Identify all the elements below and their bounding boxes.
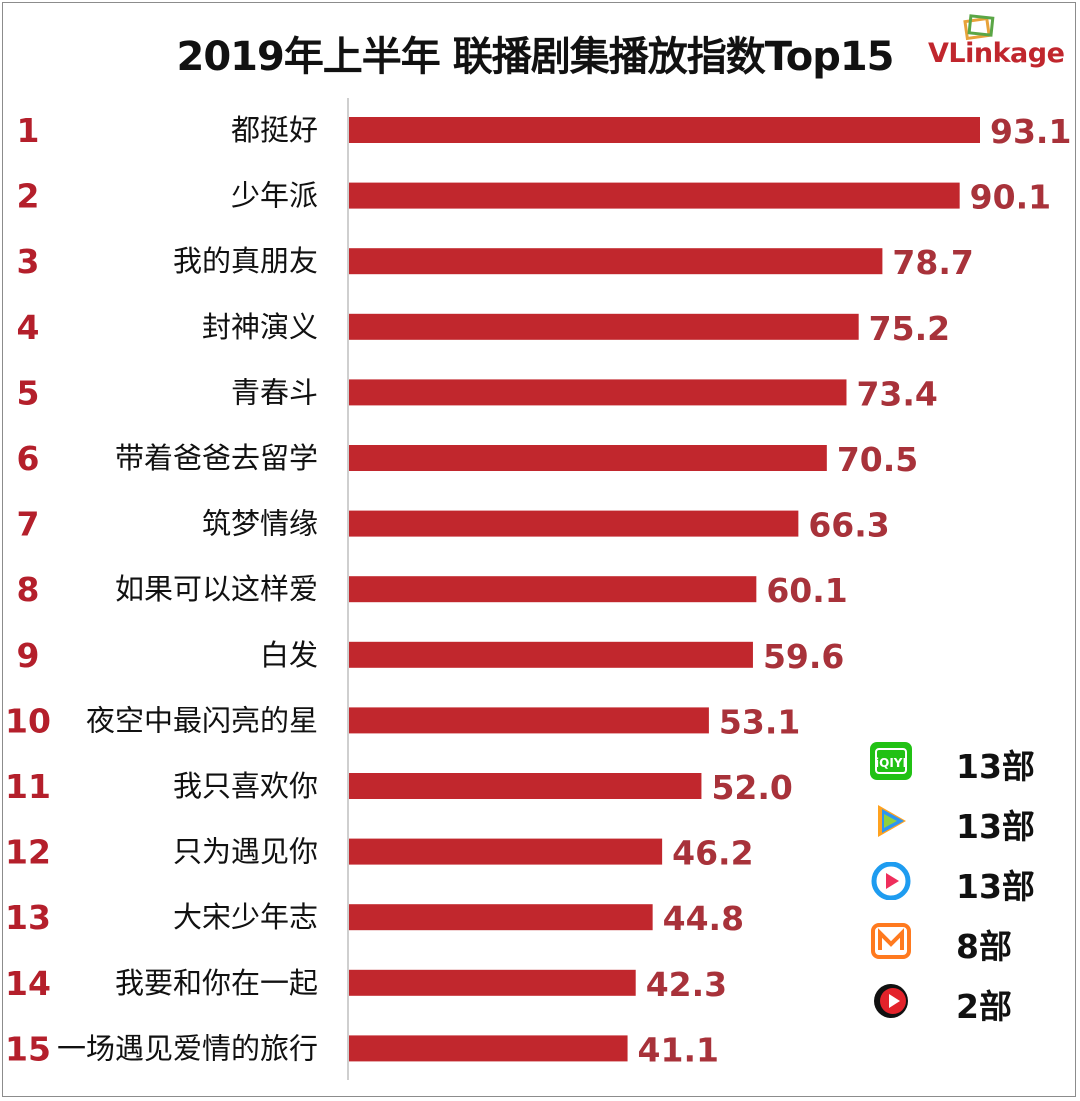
rank-label: 13 (5, 898, 51, 937)
value-label: 66.3 (808, 506, 889, 545)
value-label: 73.4 (856, 374, 937, 413)
category-label: 我只喜欢你 (173, 769, 318, 803)
legend-count: 2部 (956, 987, 1012, 1026)
bar (349, 904, 653, 931)
youku-icon (871, 862, 911, 900)
bar (349, 838, 663, 865)
bar (349, 379, 847, 406)
category-label: 一场遇见爱情的旅行 (57, 1031, 318, 1065)
category-label: 少年派 (231, 179, 318, 213)
svg-text:iQIYI: iQIYI (875, 756, 907, 770)
bar (349, 707, 709, 734)
legend-item-sohu: 2部 (868, 978, 1068, 1026)
legend-item-iqiyi: iQIYI 13部 (868, 738, 1068, 786)
legend-count: 13部 (956, 747, 1035, 786)
legend-item-tencent: 13部 (868, 798, 1068, 846)
legend-item-youku: 13部 (868, 858, 1068, 906)
value-label: 42.3 (646, 965, 727, 1004)
bar (349, 248, 883, 275)
bar (349, 641, 753, 668)
rank-label: 5 (17, 373, 40, 412)
chart-title: 2019年上半年 联播剧集播放指数Top15 (176, 34, 894, 80)
value-label: 53.1 (719, 702, 800, 741)
rank-label: 12 (5, 833, 51, 872)
value-label: 78.7 (892, 243, 973, 282)
category-label: 我的真朋友 (173, 244, 318, 278)
value-label: 70.5 (837, 440, 918, 479)
rank-label: 9 (17, 636, 40, 675)
category-label: 如果可以这样爱 (115, 572, 318, 606)
mango-tv-icon (871, 923, 911, 959)
value-label: 46.2 (672, 834, 753, 873)
bar (349, 969, 636, 996)
rank-label: 6 (17, 439, 40, 478)
category-label: 我要和你在一起 (115, 966, 318, 1000)
sohu-video-icon (874, 984, 908, 1018)
category-label: 青春斗 (231, 375, 318, 409)
bar (349, 117, 980, 143)
bar (349, 182, 960, 209)
rank-label: 8 (17, 570, 40, 609)
rank-label: 1 (17, 111, 40, 150)
category-label: 只为遇见你 (173, 835, 318, 869)
rank-label: 2 (17, 177, 40, 216)
legend-count: 8部 (956, 927, 1012, 966)
bar (349, 510, 799, 537)
category-label: 夜空中最闪亮的星 (86, 703, 318, 737)
rank-label: 3 (17, 242, 40, 281)
rank-label: 7 (17, 505, 40, 544)
logo-text: VLinkage (928, 38, 1065, 69)
category-label: 封神演义 (202, 310, 318, 344)
logo-mark-icon (963, 14, 995, 41)
rank-label: 11 (5, 767, 51, 806)
bar (349, 1035, 628, 1062)
legend-count: 13部 (956, 807, 1035, 846)
rank-label: 10 (5, 701, 51, 740)
category-label: 带着爸爸去留学 (115, 441, 318, 475)
category-label: 大宋少年志 (173, 900, 318, 934)
value-label: 52.0 (711, 768, 792, 807)
rank-label: 15 (5, 1029, 51, 1068)
rank-label: 4 (17, 308, 40, 347)
vlinkage-logo: VLinkage (928, 14, 1068, 74)
iqiyi-icon: iQIYI (870, 742, 912, 780)
value-label: 93.1 (990, 112, 1071, 151)
legend-count: 13部 (956, 867, 1035, 906)
category-label: 都挺好 (231, 113, 318, 147)
bar (349, 773, 702, 799)
value-label: 59.6 (763, 637, 844, 676)
value-label: 60.1 (766, 571, 847, 610)
category-label: 白发 (260, 638, 318, 672)
rank-label: 14 (5, 964, 51, 1003)
value-label: 75.2 (869, 309, 950, 348)
bar (349, 445, 827, 471)
value-label: 44.8 (663, 899, 744, 938)
tencent-video-icon (878, 805, 906, 837)
category-label: 筑梦情缘 (202, 507, 318, 541)
bar (349, 313, 859, 340)
value-label: 90.1 (970, 178, 1051, 217)
bar (349, 576, 757, 603)
legend-item-mango: 8部 (868, 918, 1068, 966)
value-label: 41.1 (638, 1030, 719, 1069)
